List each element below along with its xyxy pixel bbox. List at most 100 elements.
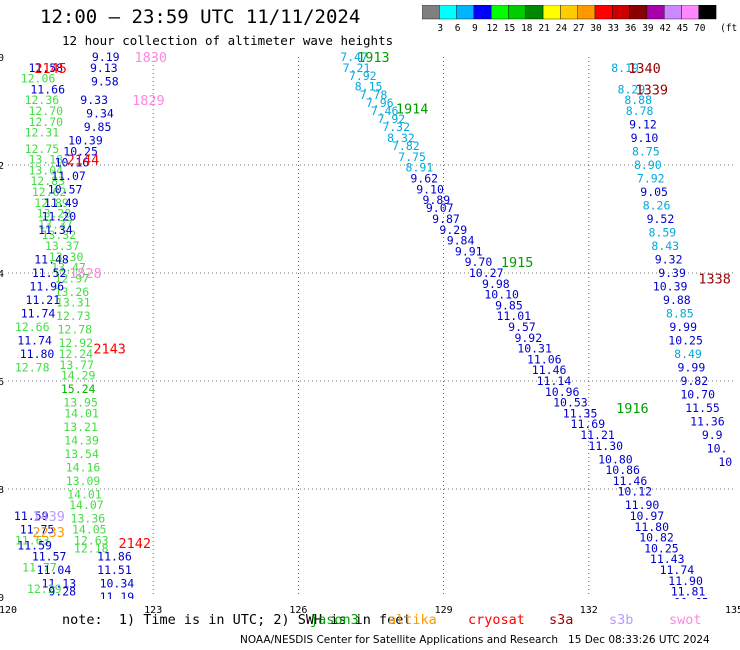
swh-value: 9.32 (655, 253, 683, 267)
swh-value: 9.62 (410, 172, 438, 186)
swh-value: 12.66 (15, 320, 50, 334)
swh-value: 11.80 (20, 347, 55, 361)
colorbar-tick: 3 (437, 23, 443, 34)
swh-value: 7.46 (371, 104, 399, 118)
swh-value: 11.57 (32, 550, 67, 564)
swh-value: 10.96 (545, 385, 580, 399)
swh-value: 7.47 (340, 50, 368, 64)
swh-value: 11.20 (42, 209, 77, 223)
swh-value: 12.70 (28, 104, 63, 118)
swh-value: 9.28 (48, 585, 76, 599)
swh-value: 14.29 (61, 369, 96, 383)
x-tick-label: 123 (144, 605, 162, 616)
pass-time-label: 1916 (616, 401, 649, 417)
swh-value: 12.62 (32, 185, 67, 199)
swh-value: 12.63 (74, 533, 109, 547)
swh-value: 13.31 (56, 296, 91, 310)
swh-value: 12.97 (55, 271, 90, 285)
legend-altika: altika (388, 612, 437, 628)
swh-value: 8.49 (674, 347, 702, 361)
swh-value: 14.39 (64, 433, 99, 447)
pass-time-label: 1338 (698, 271, 731, 287)
swh-value: 9.89 (422, 193, 450, 207)
colorbar-tick: 70 (694, 23, 706, 34)
swh-value: 11.13 (42, 577, 77, 591)
y-tick-label: -48 (0, 485, 4, 496)
legend-cryosat: cryosat (468, 612, 525, 628)
swh-value: 11.52 (32, 266, 67, 280)
swh-value: 11.86 (97, 550, 132, 564)
swh-value: 10.70 (680, 388, 715, 402)
swh-value: 7.92 (637, 172, 665, 186)
swh-value: 12.24 (58, 347, 93, 361)
swh-value: 12.78 (15, 361, 50, 375)
swh-value: 13.18 (28, 153, 63, 167)
swh-value: 9.87 (432, 212, 460, 226)
swh-value: 11.46 (613, 474, 648, 488)
swh-value: 13.04 (28, 163, 63, 177)
colorbar-tick: 15 (504, 23, 515, 34)
swh-value: 8.26 (643, 199, 671, 213)
swh-value: 9.98 (482, 277, 510, 291)
swh-value: 8.90 (634, 158, 662, 172)
swh-value: 14.01 (64, 406, 99, 420)
swh-value: 14.07 (69, 498, 104, 512)
y-tick-label: -44 (0, 269, 4, 280)
swh-value: 11.48 (34, 253, 69, 267)
pass-time-label: 1914 (396, 101, 429, 117)
swh-value: 9.34 (86, 107, 114, 121)
colorbar-tick: 42 (659, 23, 670, 34)
swh-value: 11.69 (571, 417, 606, 431)
swh-value: 12.75 (25, 142, 60, 156)
swh-value: 12.83 (30, 174, 65, 188)
x-tick-label: 126 (289, 605, 307, 616)
colorbar-tick: 39 (642, 23, 654, 34)
pass-time-label: 1913 (357, 50, 390, 66)
swh-value: 10.34 (100, 577, 135, 591)
swh-value: 9.70 (465, 255, 493, 269)
swh-value: 7.32 (382, 120, 410, 134)
x-tick-label: 120 (0, 605, 17, 616)
colorbar-tick: 36 (625, 23, 637, 34)
swh-value: 11.51 (97, 563, 132, 577)
swh-value: 10.39 (68, 134, 103, 148)
swh-value: 7.92 (349, 69, 377, 83)
colorbar-tick: 24 (556, 23, 568, 34)
colorbar-tick: 18 (521, 23, 533, 34)
y-tick-label: -40 (0, 53, 4, 64)
swh-value: 9.84 (447, 234, 475, 248)
swh-value: 13.21 (63, 420, 98, 434)
pass-time-label: 1439 (32, 509, 65, 525)
legend-s3b: s3b (609, 612, 634, 628)
colorbar-tick: 12 (486, 23, 497, 34)
colorbar-tick: 6 (455, 23, 461, 34)
swh-value: 14.01 (67, 487, 102, 501)
swh-value: 12.92 (58, 336, 93, 350)
page-title: 12:00 – 23:59 UTC 11/11/2024 (40, 6, 361, 28)
pass-time-label: 2144 (67, 153, 100, 169)
swh-value: 9.99 (669, 320, 697, 334)
swh-value: 11.46 (532, 363, 567, 377)
swh-value: 9.88 (663, 293, 691, 307)
pass-time-label: 1828 (69, 266, 102, 282)
swh-value: 9.57 (508, 320, 536, 334)
swh-value: 11.07 (51, 169, 86, 183)
swh-value: 11.04 (37, 563, 72, 577)
swh-value: 9.91 (455, 244, 483, 258)
swh-value: 9.10 (416, 182, 444, 196)
swh-value: 10.53 (553, 396, 588, 410)
pass-time-label: 2145 (34, 61, 67, 77)
swh-value: 9.19 (92, 50, 120, 64)
pass-time-label: 1829 (132, 93, 165, 109)
swh-value: 12.78 (57, 323, 92, 337)
swh-value: 8.75 (632, 145, 660, 159)
swh-value: 13.77 (59, 358, 94, 372)
pass-time-label: 1339 (635, 82, 668, 98)
swh-value: 10.31 (517, 342, 552, 356)
swh-value: 9.85 (84, 120, 112, 134)
swh-value: 11.74 (660, 563, 695, 577)
swh-value: 7.75 (398, 150, 426, 164)
swh-value: 11.49 (44, 196, 79, 210)
swh-value: 11.66 (30, 82, 65, 96)
